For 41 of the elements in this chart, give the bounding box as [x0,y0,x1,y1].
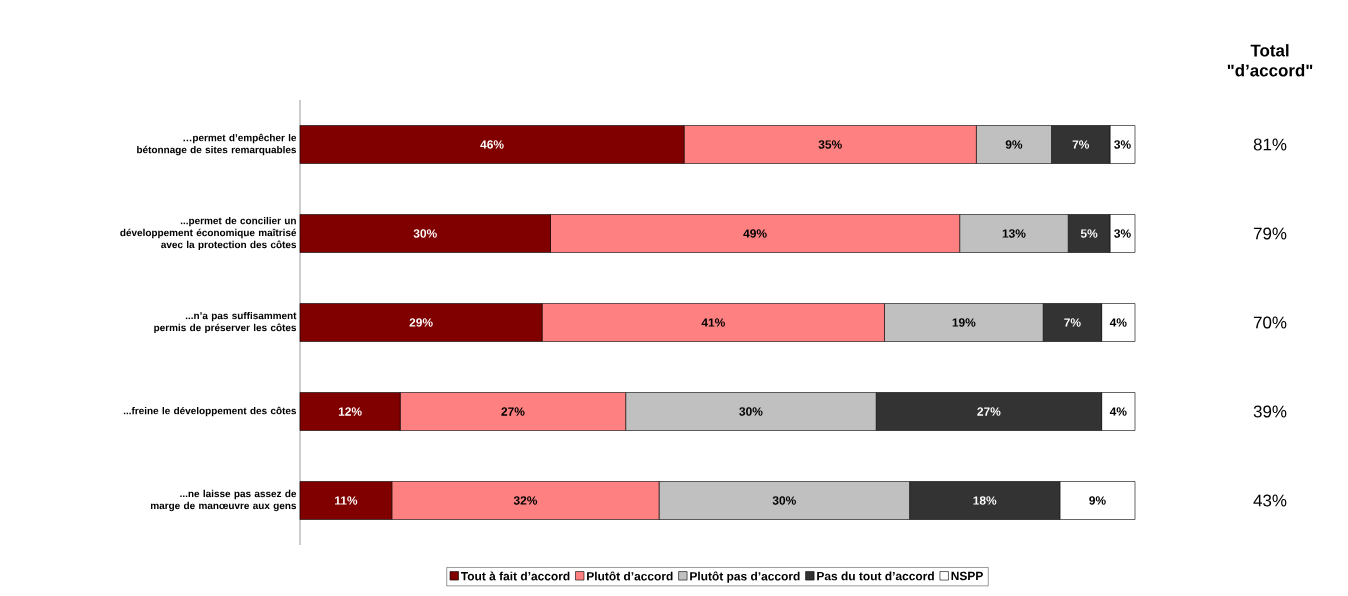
data-label: 46% [480,140,504,149]
data-label: 30% [772,496,796,505]
data-label: 29% [409,318,433,327]
data-label: 4% [1109,407,1127,416]
data-label: 35% [818,140,842,149]
data-label: 30% [739,407,763,416]
data-label: 30% [413,229,437,238]
data-label: 27% [977,407,1001,416]
data-label: 7% [1072,140,1090,149]
data-label: 9% [1089,496,1106,505]
data-label: 18% [973,496,997,505]
legend-label: Plutôt pas d’accord [690,571,800,583]
data-label: 3% [1114,140,1131,149]
legend-label: Tout à fait d’accord [460,571,570,581]
y-tick-label: …permet d’empêcher le bétonnage de sites remarquables [137,133,297,156]
data-label: 19% [952,318,976,327]
y-tick-label: ...permet de concilier un développement économique maîtrisé avec la protection des côtes [120,216,297,251]
data-label: 7% [1064,318,1081,327]
data-label: 13% [1002,229,1026,238]
legend-label: Plutôt d’accord [587,571,673,581]
legend-label: Pas du tout d’accord [817,571,934,581]
data-label: 5% [1080,229,1098,238]
data-label: 12% [338,407,362,416]
data-label: 41% [701,318,725,327]
data-label: 11% [335,496,358,505]
y-tick-label: ...n’a pas suffisamment permis de préserver les côtes [154,311,297,334]
text: 39% [1253,405,1287,418]
data-label: 32% [513,496,538,505]
data-label: 49% [743,229,767,238]
text: 70% [1253,316,1287,329]
text: Total "d’accord" [1227,44,1313,77]
text: 79% [1253,227,1287,240]
data-label: 4% [1109,318,1127,327]
data-label: 3% [1114,229,1131,238]
data-label: 9% [1005,140,1023,149]
y-tick-label: ...ne laisse pas assez de marge de manœuvre aux gens [150,489,297,512]
y-tick-label: ...freine le développement des côtes [123,406,297,417]
legend-label: NSPP [951,571,983,581]
text: 43% [1253,494,1287,507]
text: 81% [1253,138,1287,151]
data-label: 27% [501,407,525,416]
